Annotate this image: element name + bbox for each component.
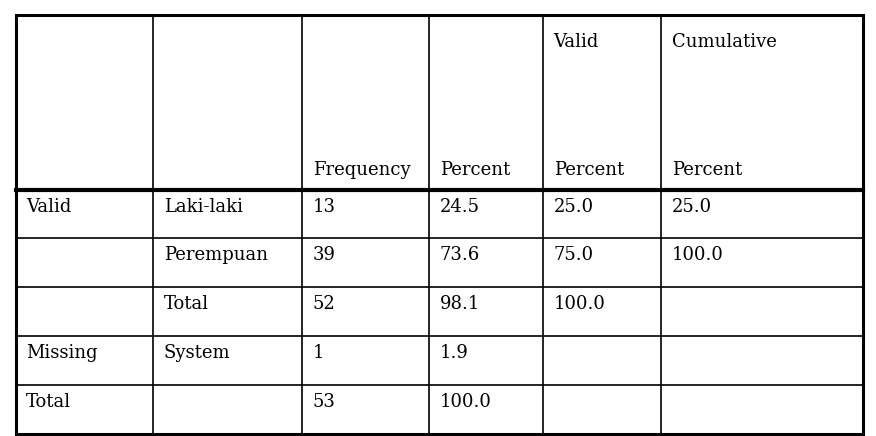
Text: 25.0: 25.0	[554, 198, 594, 215]
Text: Perempuan: Perempuan	[164, 246, 268, 264]
Text: 24.5: 24.5	[440, 198, 480, 215]
Text: Cumulative: Cumulative	[672, 33, 777, 51]
Text: 53: 53	[313, 393, 336, 411]
Text: 73.6: 73.6	[440, 246, 480, 264]
Text: 25.0: 25.0	[672, 198, 712, 215]
Text: Valid: Valid	[26, 198, 72, 215]
Text: Frequency: Frequency	[313, 161, 410, 179]
Text: 13: 13	[313, 198, 336, 215]
Text: 98.1: 98.1	[440, 295, 480, 313]
Text: Percent: Percent	[554, 161, 624, 179]
Text: 1.9: 1.9	[440, 344, 469, 362]
Text: Percent: Percent	[672, 161, 742, 179]
Text: 75.0: 75.0	[554, 246, 594, 264]
Text: Percent: Percent	[440, 161, 510, 179]
Text: 100.0: 100.0	[440, 393, 491, 411]
Text: Laki-laki: Laki-laki	[164, 198, 243, 215]
Text: 100.0: 100.0	[554, 295, 605, 313]
Text: System: System	[164, 344, 230, 362]
Text: 1: 1	[313, 344, 324, 362]
Text: Missing: Missing	[26, 344, 98, 362]
Text: 39: 39	[313, 246, 336, 264]
Text: 100.0: 100.0	[672, 246, 724, 264]
Text: Valid: Valid	[554, 33, 599, 51]
Text: Total: Total	[164, 295, 209, 313]
Text: 52: 52	[313, 295, 336, 313]
Text: Total: Total	[26, 393, 72, 411]
